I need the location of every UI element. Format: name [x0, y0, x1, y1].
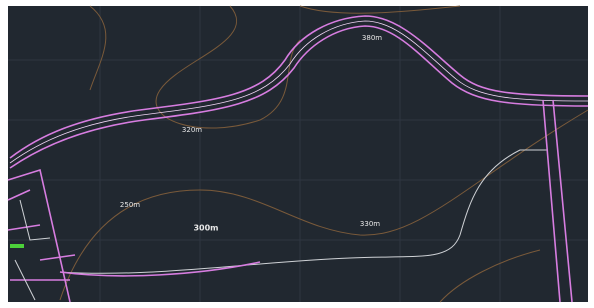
- contour-label: 380m: [362, 34, 382, 42]
- contour-label: 300m: [193, 224, 218, 233]
- contour-label: 250m: [120, 201, 140, 209]
- green-marker: [10, 244, 24, 248]
- drawing-area: [8, 6, 588, 302]
- cad-viewport: 380m 320m 250m 300m 330m: [0, 0, 594, 308]
- contour-label: 330m: [360, 220, 380, 228]
- contour-label: 320m: [182, 126, 202, 134]
